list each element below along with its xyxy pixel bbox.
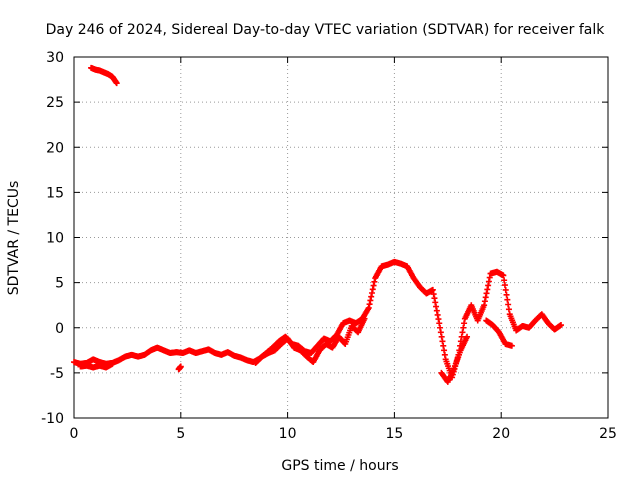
data-point [558, 322, 565, 329]
data-point [366, 301, 373, 308]
data-point [481, 298, 488, 305]
data-point [361, 315, 368, 322]
data-point [486, 274, 493, 281]
data-point [437, 329, 444, 336]
data-point [504, 296, 511, 303]
data-point [502, 286, 509, 293]
data-point [461, 320, 468, 327]
data-point [367, 297, 374, 304]
data-point [435, 316, 442, 323]
data-point [460, 324, 467, 331]
chart-title: Day 246 of 2024, Sidereal Day-to-day VTE… [46, 22, 606, 38]
data-point [432, 299, 439, 306]
data-point [501, 277, 508, 284]
series-isolated [175, 363, 184, 373]
y-tick-label: 10 [46, 231, 64, 247]
y-tick-label: 25 [46, 95, 64, 111]
series-main [71, 258, 565, 381]
data-point [431, 295, 438, 302]
y-tick-label: 5 [55, 276, 64, 292]
y-tick-label: 15 [46, 185, 64, 201]
y-axis-ticks: -10 -5 0 5 10 15 20 25 30 [41, 50, 608, 427]
data-point [503, 291, 510, 298]
data-point [371, 278, 378, 285]
x-tick-label: 20 [492, 426, 510, 442]
data-point [370, 282, 377, 289]
data-point [429, 286, 436, 293]
data-point [508, 342, 515, 349]
series-early-spike [88, 64, 120, 87]
data-point [484, 286, 491, 293]
x-axis-ticks: 0 5 10 15 20 25 [70, 57, 617, 442]
data-point [368, 290, 375, 297]
x-tick-label: 25 [599, 426, 617, 442]
data-point [441, 351, 448, 358]
data-point [430, 291, 437, 298]
data-point [501, 282, 508, 289]
data-point [437, 324, 444, 331]
data-point [485, 282, 492, 289]
data-point [109, 360, 116, 367]
data-points [71, 64, 565, 385]
data-point [483, 290, 490, 297]
gridlines [74, 57, 608, 418]
data-point [369, 286, 376, 293]
data-point [365, 304, 372, 311]
data-point [441, 347, 448, 354]
data-point [433, 307, 440, 314]
data-point [113, 80, 120, 87]
data-point [459, 329, 466, 336]
x-tick-label: 15 [385, 426, 403, 442]
y-tick-label: 0 [55, 321, 64, 337]
data-point [485, 278, 492, 285]
y-tick-label: 20 [46, 140, 64, 156]
y-tick-label: -5 [50, 366, 64, 382]
data-point [505, 306, 512, 313]
data-point [500, 272, 507, 279]
data-point [436, 320, 443, 327]
data-point [505, 301, 512, 308]
data-point [464, 333, 471, 340]
x-tick-label: 10 [279, 426, 297, 442]
data-point [434, 311, 441, 318]
y-tick-label: 30 [46, 50, 64, 66]
data-point [433, 303, 440, 310]
data-point [368, 293, 375, 300]
x-axis-label: GPS time / hours [281, 458, 398, 474]
series-offset-trace [77, 315, 515, 385]
data-point [481, 302, 488, 309]
data-point [482, 294, 489, 301]
x-tick-label: 0 [70, 426, 79, 442]
data-point [439, 338, 446, 345]
data-point [438, 333, 445, 340]
data-point [177, 363, 184, 370]
data-point [440, 342, 447, 349]
y-tick-label: -10 [41, 411, 64, 427]
y-axis-label: SDTVAR / TECUs [6, 181, 22, 296]
x-tick-label: 5 [176, 426, 185, 442]
data-point [458, 333, 465, 340]
